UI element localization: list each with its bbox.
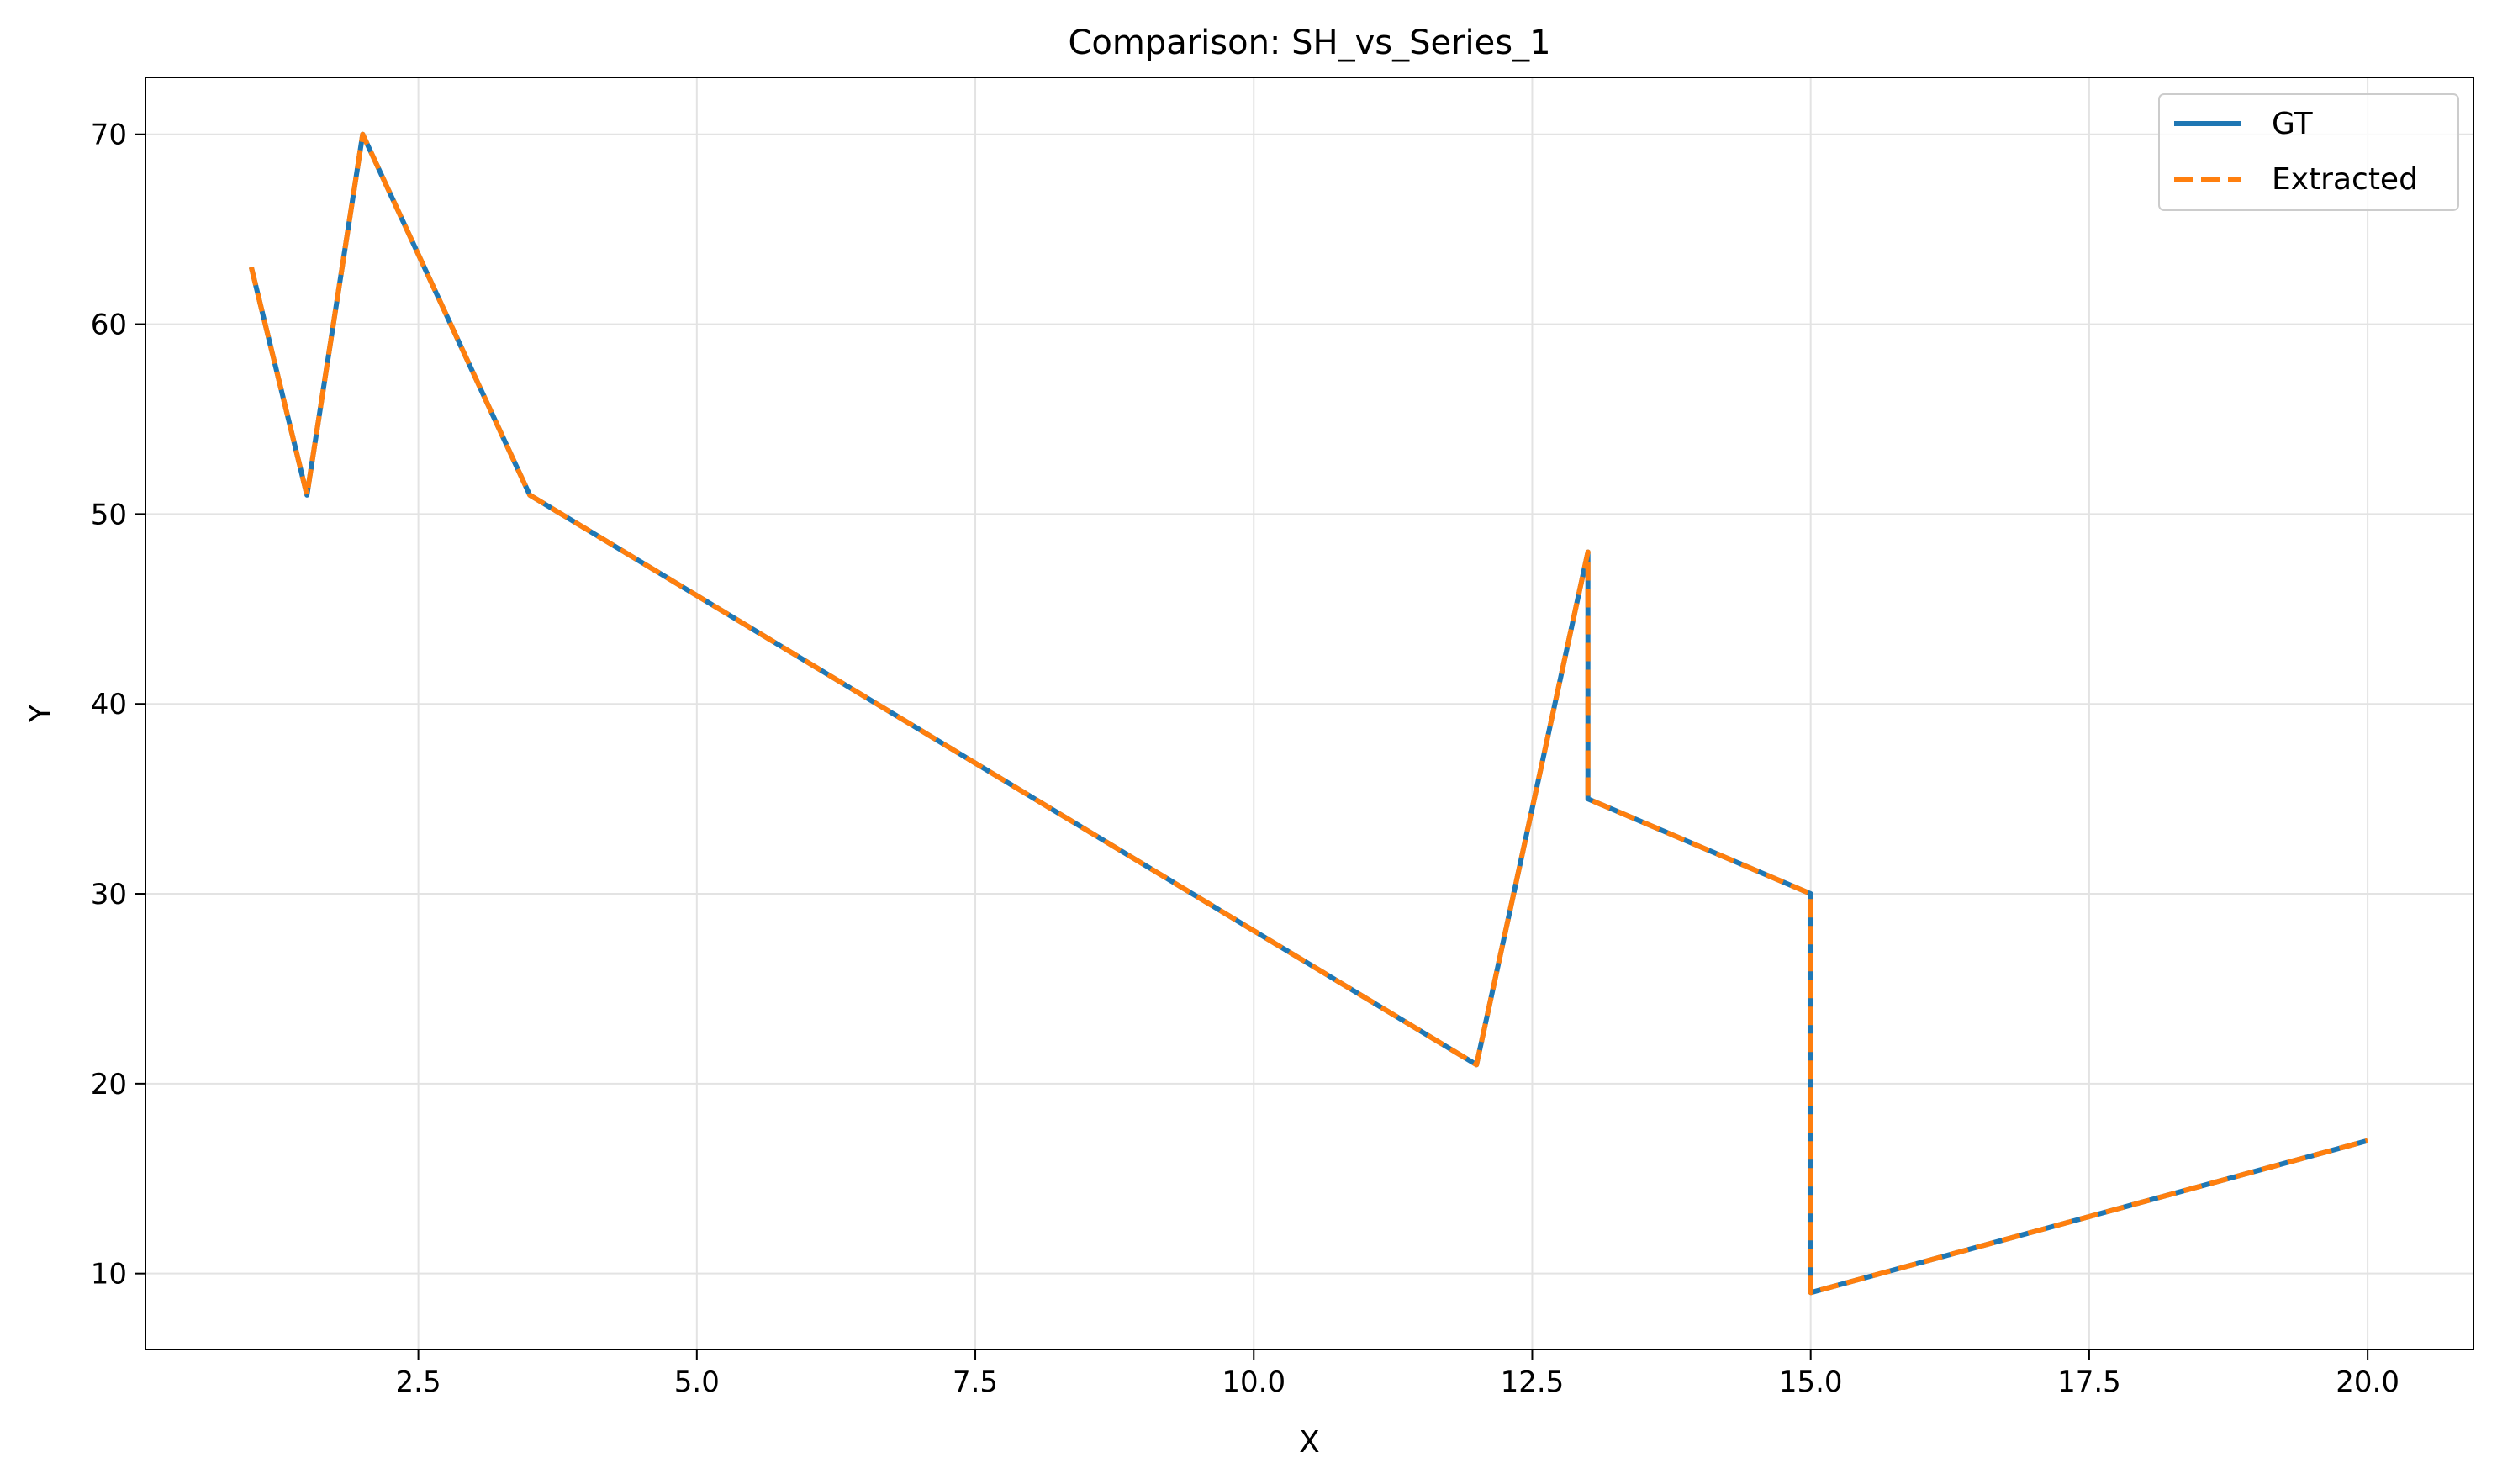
legend: GT Extracted	[2158, 93, 2459, 211]
y-tick-label: 70	[91, 119, 127, 152]
x-tick-label: 15.0	[1779, 1365, 1843, 1399]
x-tick-label: 5.0	[674, 1365, 720, 1399]
x-tick-label: 17.5	[2057, 1365, 2121, 1399]
plot-frame	[145, 77, 2474, 1350]
x-tick-label: 7.5	[953, 1365, 998, 1399]
series-line-extracted	[248, 131, 2368, 1296]
y-tick-label: 30	[91, 878, 127, 911]
y-tick-label: 10	[91, 1258, 127, 1291]
y-tick-label: 50	[91, 498, 127, 531]
y-axis-label: Y	[24, 704, 58, 724]
grid	[145, 77, 2473, 1349]
x-axis-label: X	[1299, 1425, 1320, 1460]
x-tick-label: 12.5	[1501, 1365, 1565, 1399]
x-tick-label: 2.5	[396, 1365, 441, 1399]
y-axis: 10 20 30 40 50 60 70	[91, 119, 145, 1291]
y-tick-label: 60	[91, 309, 127, 342]
legend-label-gt: GT	[2272, 107, 2314, 141]
y-tick-label: 20	[91, 1068, 127, 1101]
series-layer	[248, 131, 2368, 1296]
x-tick-label: 10.0	[1222, 1365, 1285, 1399]
y-tick-label: 40	[91, 688, 127, 721]
x-tick-label: 20.0	[2336, 1365, 2399, 1399]
chart-title: Comparison: SH_vs_Series_1	[1068, 24, 1550, 62]
legend-label-extracted: Extracted	[2272, 162, 2418, 197]
x-axis: 2.5 5.0 7.5 10.0 12.5 15.0 17.5 20.0	[396, 1349, 2399, 1399]
